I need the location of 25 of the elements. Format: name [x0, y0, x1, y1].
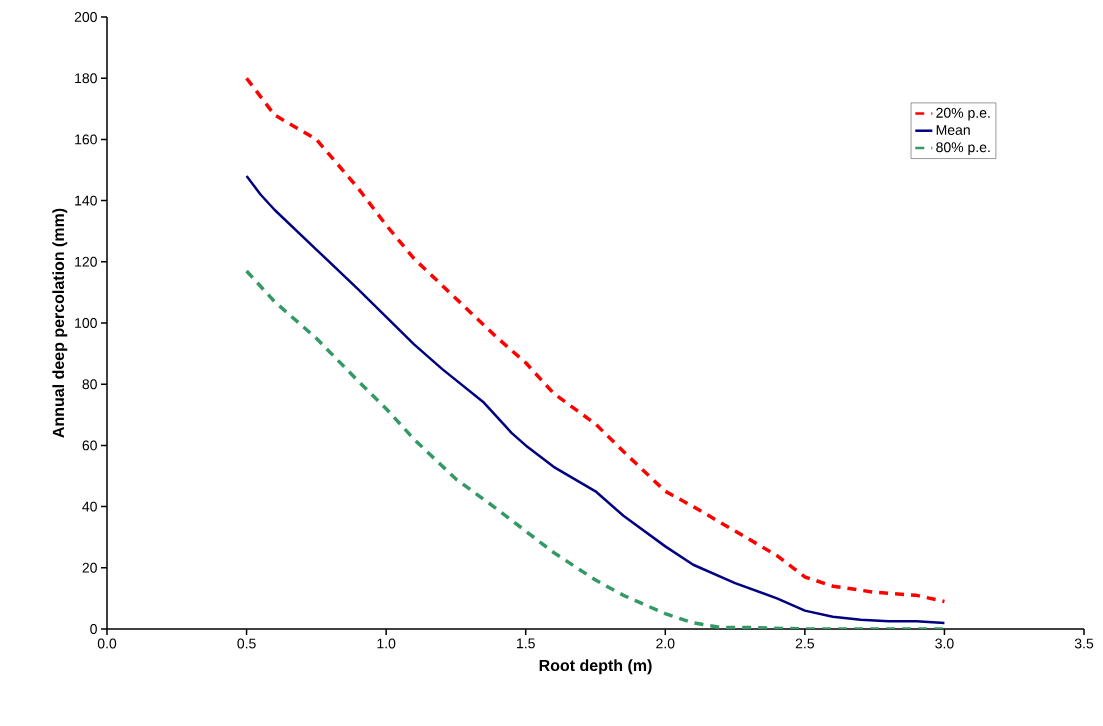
x-tick-label: 2.5 [795, 638, 815, 649]
y-tick-label: 40 [82, 501, 97, 512]
x-tick-label: 2.0 [656, 638, 675, 649]
y-tick-label: 20 [82, 562, 97, 573]
y-tick-label: 60 [82, 440, 97, 451]
x-tick-label: 1.5 [517, 638, 535, 649]
y-tick-label: 140 [75, 195, 97, 206]
legend-label: 80% p.e. [936, 142, 990, 155]
y-tick-label: 120 [75, 256, 97, 267]
x-tick-label: 0.0 [97, 638, 117, 649]
line-series [245, 174, 946, 625]
x-tick-label: 3.5 [1074, 638, 1094, 649]
legend-label: Mean [936, 125, 970, 135]
y-tick-label: 160 [75, 134, 97, 145]
x-tick-label: 1.0 [377, 638, 396, 649]
x-tick-label: 3.0 [935, 638, 954, 649]
y-tick-label: 80 [82, 379, 97, 390]
legend-label: 20% p.e. [936, 107, 990, 121]
y-axis-title: Annual deep percolation (mm) [52, 208, 68, 438]
y-tick-label: 200 [74, 12, 97, 22]
y-tick-label: 0 [90, 624, 97, 634]
y-tick-label: 100 [75, 318, 97, 328]
x-axis-title: Root depth (m) [539, 659, 652, 675]
y-tick-label: 180 [75, 73, 97, 84]
x-tick-label: 0.5 [237, 638, 256, 649]
